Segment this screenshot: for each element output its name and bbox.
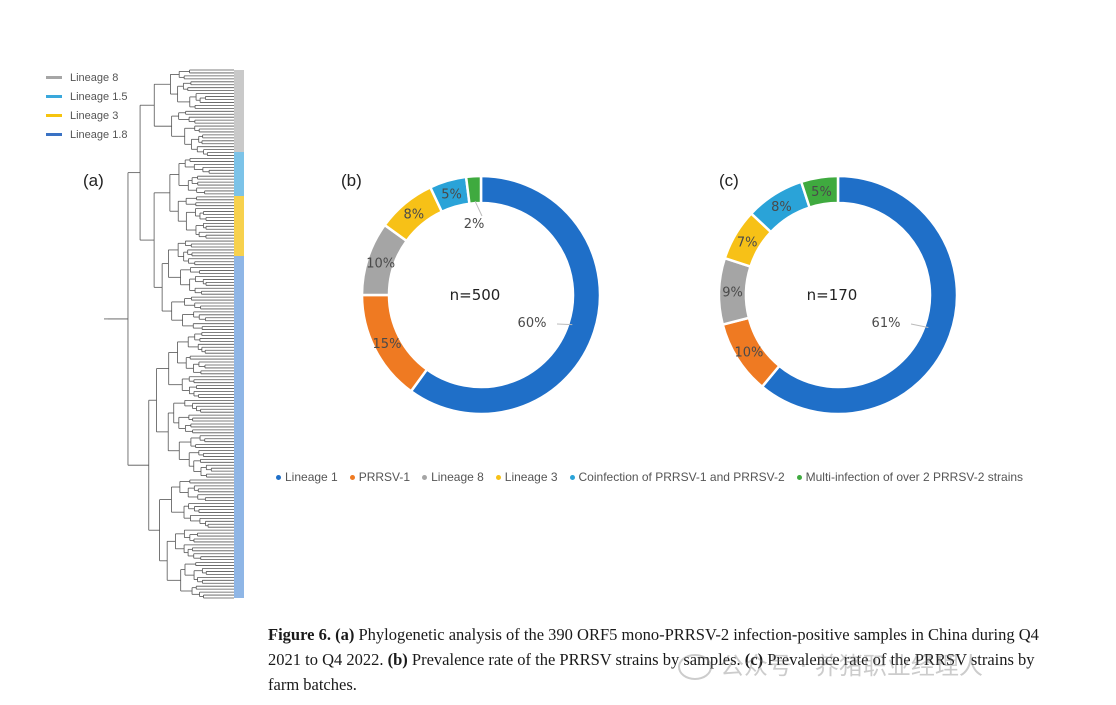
tree-legend-label: Lineage 1.5	[70, 90, 128, 103]
slice-label: 5%	[441, 188, 462, 203]
legend-dot	[276, 474, 281, 480]
tree-legend-label: Lineage 8	[70, 71, 119, 84]
legend-label: Multi-infection of over 2 PRRSV-2 strain…	[805, 470, 1024, 484]
legend-label: Lineage 8	[431, 470, 484, 484]
slice-label: 60%	[518, 316, 547, 331]
donut-chart-c: 61% 10% 9% 7% 8% 5% n=170	[717, 174, 959, 416]
legend-dot	[796, 474, 802, 480]
slice-label: 2%	[464, 217, 485, 232]
legend-dot	[349, 474, 355, 480]
tree-legend-swatch	[46, 76, 62, 79]
slice-label: 8%	[771, 200, 792, 215]
legend-item: Lineage 8	[422, 470, 484, 484]
clade-stripe	[234, 152, 244, 196]
panel-label-c: (c)	[719, 171, 739, 190]
donut-slice	[409, 174, 602, 416]
tree-branches	[104, 69, 244, 599]
watermark: 公众号 · 养猪职业经理人	[678, 646, 983, 681]
center-label: n=170	[807, 286, 858, 304]
tree-legend: Lineage 8 Lineage 1.5 Lineage 3 Lineage …	[46, 68, 128, 144]
legend-item: PRRSV-1	[349, 470, 411, 484]
clade-stripe	[234, 70, 244, 152]
leader-line	[910, 323, 929, 329]
legend-item: Lineage 3	[495, 470, 558, 484]
caption-label-a: (a)	[335, 625, 355, 644]
slice-label: 10%	[366, 256, 395, 271]
legend-item: Lineage 1	[276, 470, 338, 484]
center-label: n=500	[450, 286, 501, 304]
donut-chart-b: 60% 15% 10% 8% 5%2% n=500	[360, 174, 602, 416]
slice-label: 8%	[403, 208, 424, 223]
slice-label: 5%	[811, 185, 832, 200]
legend-label: Lineage 1	[285, 470, 338, 484]
legend-dot	[495, 474, 501, 480]
phylogenetic-tree	[104, 69, 244, 599]
donut-slice	[799, 174, 840, 210]
clade-stripe	[234, 196, 244, 256]
wechat-icon	[678, 654, 712, 680]
donut-slice	[760, 174, 959, 416]
tree-legend-item: Lineage 1.5	[46, 87, 128, 106]
legend-item: Coinfection of PRRSV-1 and PRRSV-2	[569, 470, 785, 484]
tree-legend-swatch	[46, 95, 62, 98]
panel-label-b: (b)	[341, 171, 362, 190]
caption-figure-number: Figure 6.	[268, 625, 331, 644]
leader-line	[474, 200, 483, 217]
legend-label: Lineage 3	[504, 470, 558, 484]
caption-text-a: Phylogenetic analysis of the 390 ORF5 mo…	[268, 625, 1039, 669]
chart-legend: Lineage 1 PRRSV-1 Lineage 8 Lineage 3 Coinfe…	[276, 470, 1035, 484]
legend-dot	[422, 474, 428, 480]
panel-label-a: (a)	[83, 171, 104, 190]
legend-item: Multi-infection of over 2 PRRSV-2 strain…	[796, 470, 1024, 484]
slice-label: 61%	[872, 316, 901, 331]
tree-legend-item: Lineage 3	[46, 106, 128, 125]
legend-dot	[569, 474, 575, 480]
tree-legend-label: Lineage 3	[70, 109, 119, 122]
tree-legend-label: Lineage 1.8	[70, 128, 128, 141]
clade-stripe	[234, 256, 244, 598]
caption-label-c: (c)	[744, 650, 764, 669]
caption-text-b: Prevalence rate of the PRRSV strains by …	[407, 650, 745, 669]
slice-label: 15%	[373, 337, 402, 352]
tree-legend-item: Lineage 1.8	[46, 125, 128, 144]
caption-text-c: Prevalence rate of the PRRSV strains by …	[268, 650, 1035, 694]
legend-label: PRRSV-1	[358, 470, 411, 484]
watermark-text: 公众号 · 养猪职业经理人	[720, 652, 983, 680]
tree-legend-swatch	[46, 114, 62, 117]
tree-legend-item: Lineage 8	[46, 68, 128, 87]
slice-label: 9%	[722, 286, 743, 301]
caption-label-b: (b)	[387, 650, 408, 669]
donut-slice	[464, 174, 483, 206]
legend-label: Coinfection of PRRSV-1 and PRRSV-2	[578, 470, 785, 484]
slice-label: 7%	[737, 235, 758, 250]
leader-line	[556, 323, 573, 326]
figure-caption: Figure 6. (a) Phylogenetic analysis of t…	[268, 622, 1068, 697]
slice-label: 10%	[734, 346, 763, 361]
tree-legend-swatch	[46, 133, 62, 136]
